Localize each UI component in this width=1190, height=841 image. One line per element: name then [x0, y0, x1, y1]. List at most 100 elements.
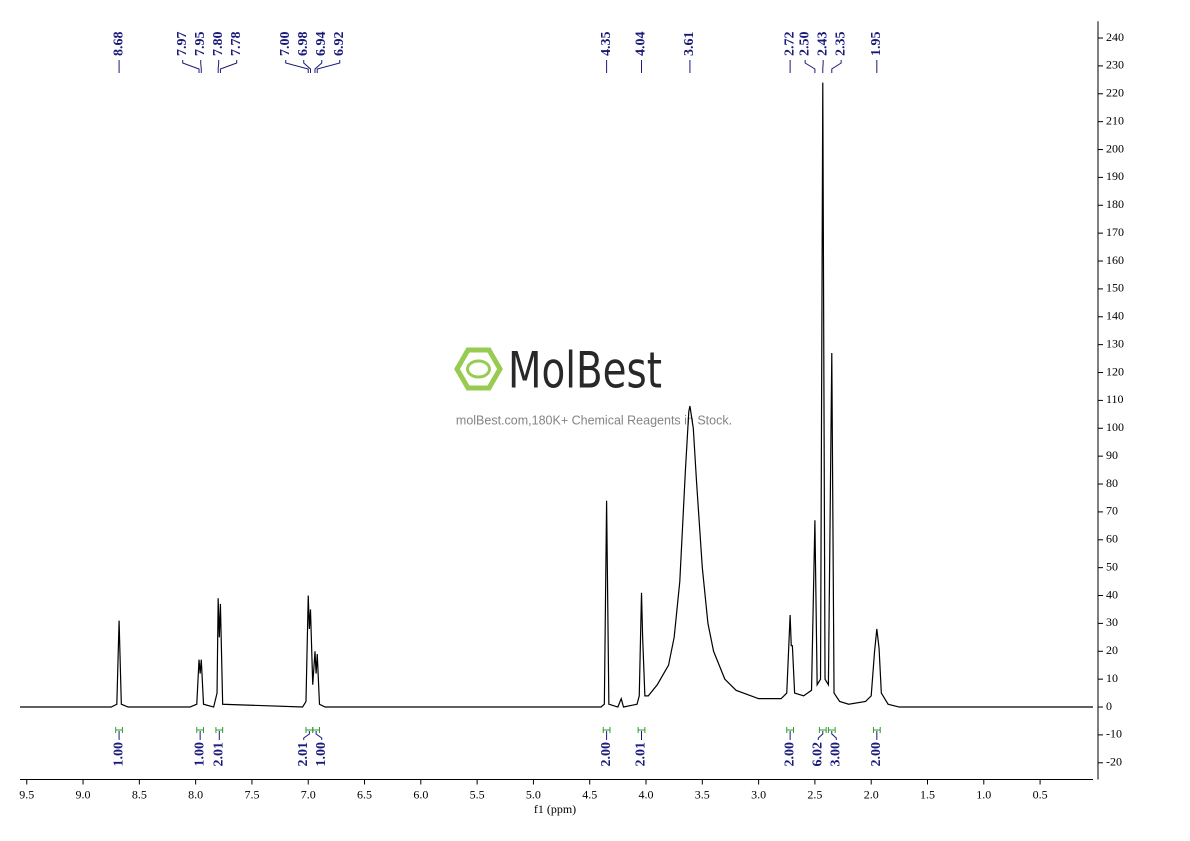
- x-tick-label: 9.5: [19, 787, 34, 801]
- y-tick-label: 40: [1106, 587, 1118, 601]
- peak-label: 8.68: [111, 32, 126, 57]
- y-tick-label: 240: [1106, 30, 1124, 44]
- integral-bracket: [827, 727, 836, 733]
- x-tick-label: 6.5: [357, 787, 372, 801]
- integral-label: 2.00: [599, 742, 614, 767]
- y-tick-label: 110: [1106, 392, 1124, 406]
- integral-label: 3.00: [829, 742, 844, 767]
- integral-bracket: [115, 727, 123, 733]
- logo: [454, 347, 503, 391]
- integral-bracket: [786, 727, 795, 733]
- peak-label: 2.43: [815, 32, 830, 57]
- integral-label: 2.01: [296, 742, 311, 767]
- y-tick-label: -20: [1106, 755, 1122, 769]
- x-tick-label: 1.5: [920, 787, 935, 801]
- y-tick-label: 10: [1106, 671, 1118, 685]
- peak-leader: [182, 60, 200, 73]
- integral-bracket: [818, 727, 827, 733]
- y-tick-label: 230: [1106, 58, 1124, 72]
- integral-label: 2.01: [212, 742, 227, 767]
- y-tick-label: 170: [1106, 225, 1124, 239]
- y-tick-label: 140: [1106, 309, 1124, 323]
- peak-label: 3.61: [682, 32, 697, 57]
- integral-label: 2.01: [634, 742, 649, 767]
- peak-leader: [316, 60, 341, 73]
- y-tick-label: 210: [1106, 113, 1124, 127]
- peak-label: 4.35: [599, 32, 614, 57]
- integral-bracket: [196, 727, 205, 733]
- peak-label: 7.80: [211, 32, 226, 57]
- y-tick-label: 180: [1106, 197, 1124, 211]
- peak-label: 6.94: [314, 32, 329, 57]
- integral-leader: [831, 731, 837, 740]
- y-tick-label: 100: [1106, 420, 1124, 434]
- y-tick-label: 60: [1106, 532, 1118, 546]
- y-tick-label: 50: [1106, 559, 1118, 573]
- y-tick-label: 80: [1106, 476, 1118, 490]
- integral-bracket: [602, 727, 611, 733]
- spectrum: [20, 82, 1093, 708]
- x-tick-label: 5.5: [470, 787, 485, 801]
- x-tick-label: 0.5: [1033, 787, 1048, 801]
- watermark-brand: MolBest: [508, 342, 662, 400]
- y-tick-label: 220: [1106, 86, 1124, 100]
- integral-leader: [817, 731, 824, 740]
- peak-leader: [831, 60, 842, 73]
- y-tick-label: 200: [1106, 141, 1124, 155]
- peak-leader: [285, 60, 309, 73]
- peak-label: 2.72: [782, 32, 797, 57]
- logo-ring: [466, 359, 491, 379]
- y-tick-label: 30: [1106, 615, 1118, 629]
- watermark: MolBest molBest.com,180K+ Chemical Reage…: [454, 342, 732, 427]
- integral-label: 2.00: [869, 742, 884, 767]
- peak-leader: [217, 60, 220, 73]
- y-tick-label: 120: [1106, 364, 1124, 378]
- y-tick-label: 130: [1106, 336, 1124, 350]
- y-tick-label: 70: [1106, 504, 1118, 518]
- y-tick-label: 90: [1106, 448, 1118, 462]
- peak-label: 2.35: [833, 32, 848, 57]
- watermark-tagline: molBest.com,180K+ Chemical Reagents in S…: [456, 413, 732, 427]
- peak-label: 7.95: [193, 32, 208, 57]
- peak-label: 4.04: [634, 32, 649, 57]
- integral-bracket: [872, 727, 881, 733]
- y-tick-label: 160: [1106, 253, 1124, 267]
- peak-leader: [200, 60, 202, 73]
- integral-bracket: [312, 727, 320, 733]
- x-tick-label: 7.5: [244, 787, 259, 801]
- x-tick-label: 6.0: [413, 787, 428, 801]
- x-tick-label: 4.0: [639, 787, 654, 801]
- peak-label: 2.50: [797, 32, 812, 57]
- integral-label: 1.00: [314, 742, 329, 767]
- y-tick-label: 150: [1106, 281, 1124, 295]
- peak-label: 6.92: [332, 32, 347, 57]
- integral-label: 6.02: [811, 742, 826, 767]
- x-tick-label: 3.5: [695, 787, 710, 801]
- x-tick-label: 8.5: [132, 787, 147, 801]
- x-tick-label: 4.5: [582, 787, 597, 801]
- x-axis-title: f1 (ppm): [534, 802, 576, 816]
- peak-label: 7.00: [278, 32, 293, 57]
- x-tick-label: 8.0: [188, 787, 203, 801]
- y-tick-label: -10: [1106, 727, 1122, 741]
- integral-bracket: [215, 727, 224, 733]
- peak-leader: [804, 60, 816, 73]
- peak-label: 1.95: [869, 32, 884, 57]
- integral-label: 1.00: [192, 742, 207, 767]
- integral-bracket: [637, 727, 646, 733]
- integral-label: 2.00: [782, 742, 797, 767]
- peak-leader: [303, 60, 311, 73]
- peak-label: 6.98: [296, 32, 311, 57]
- peak-leader: [314, 60, 323, 73]
- peak-label: 7.97: [175, 32, 190, 57]
- x-tick-label: 7.0: [301, 787, 316, 801]
- x-tick-label: 2.5: [807, 787, 822, 801]
- peak-label: 7.78: [229, 32, 244, 57]
- x-tick-label: 3.0: [751, 787, 766, 801]
- peak-leader: [219, 60, 238, 73]
- integral-leader: [315, 731, 323, 740]
- y-tick-label: 0: [1106, 699, 1112, 713]
- y-tick-label: 20: [1106, 643, 1118, 657]
- y-tick-label: 190: [1106, 169, 1124, 183]
